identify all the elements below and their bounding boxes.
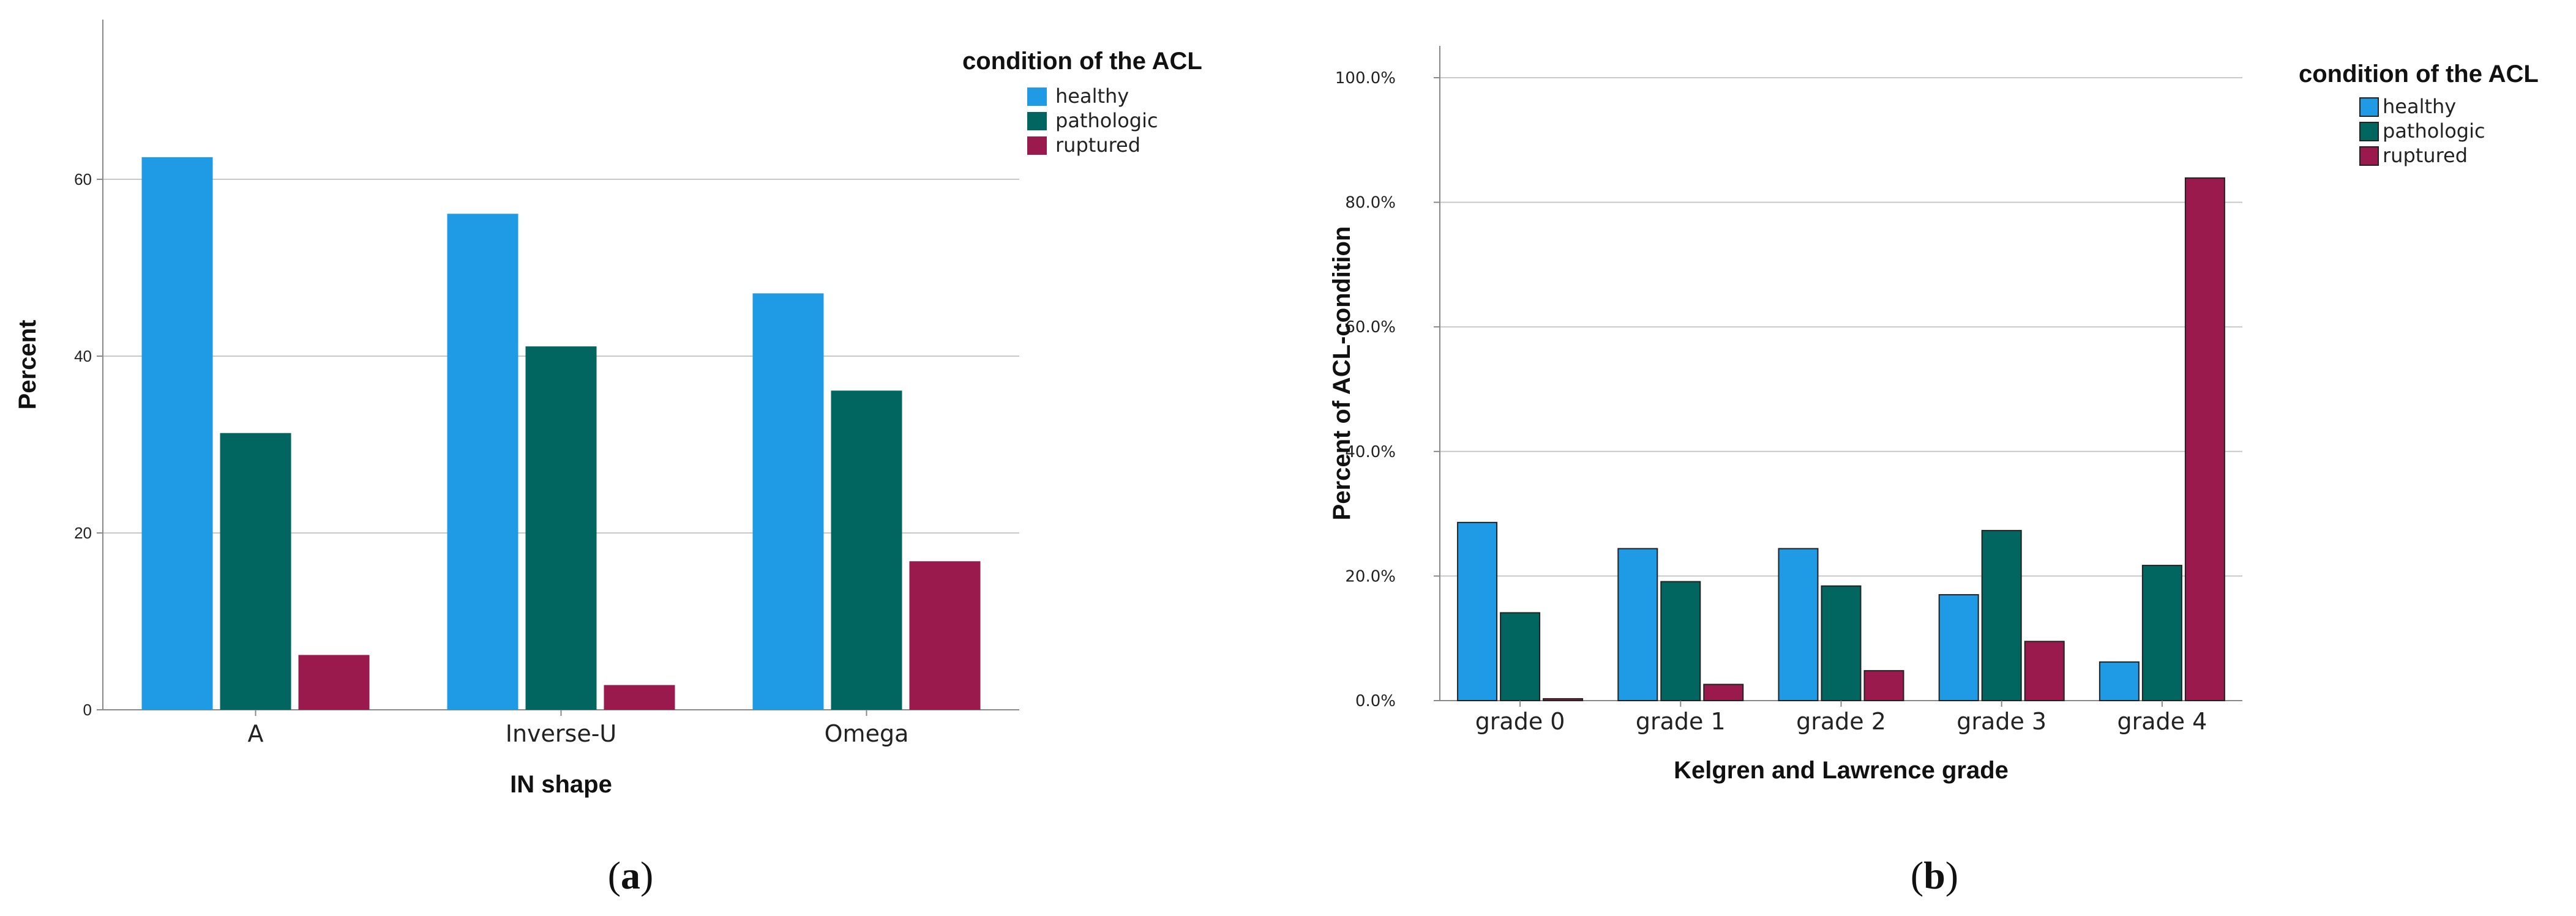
caption-open: (: [608, 854, 621, 897]
caption-letter: b: [1923, 854, 1945, 897]
panel-caption: (b): [1911, 854, 1958, 897]
bar-healthy-3: [1938, 594, 1979, 701]
y-tick-label: 40: [74, 347, 92, 365]
bar-healthy-1: [1617, 548, 1658, 701]
legend-swatch-healthy: [2359, 97, 2379, 117]
bar-pathologic-1: [525, 346, 597, 710]
x-tick-label: grade 3: [1956, 708, 2046, 735]
legend-label-healthy: healthy: [2383, 95, 2456, 118]
chart-a: 0 20 40 60 A Inverse-U Omega IN shape Percent con…: [14, 20, 1202, 897]
x-tick-label: A: [248, 720, 264, 747]
x-tick-label: grade 1: [1636, 708, 1726, 735]
bar-pathologic-0: [220, 433, 291, 710]
y-tick-label: 60: [74, 170, 92, 188]
bar-healthy-2: [1778, 548, 1819, 701]
caption-close: ): [640, 854, 653, 897]
y-tick-label: 0: [83, 701, 92, 719]
x-tick-label: Omega: [825, 720, 909, 747]
bar-pathologic-0: [1500, 612, 1541, 701]
bar-ruptured-2: [1863, 670, 1904, 701]
legend: condition of the ACL healthypathologicrup…: [2299, 61, 2539, 167]
legend-swatch-healthy: [1027, 88, 1047, 106]
y-axis-title: Percent of ACL-condition: [1328, 226, 1355, 521]
legend-title: condition of the ACL: [2299, 61, 2539, 88]
y-tick-label: 20: [74, 524, 92, 542]
legend-label-ruptured: ruptured: [2383, 144, 2468, 167]
bar-healthy-1: [447, 214, 519, 710]
y-tick-label: 60.0%: [1345, 318, 1396, 337]
legend-title: condition of the ACL: [962, 48, 1202, 75]
bar-ruptured-0: [298, 655, 370, 710]
y-tick-label: 0.0%: [1355, 692, 1396, 710]
legend-swatch-ruptured: [1027, 136, 1047, 155]
bar-ruptured-3: [2024, 641, 2065, 702]
bar-healthy-0: [141, 157, 213, 710]
x-tick-label: grade 2: [1796, 708, 1886, 735]
legend-swatch-pathologic: [1027, 112, 1047, 130]
caption-letter: a: [621, 854, 640, 897]
bar-ruptured-1: [1703, 683, 1744, 701]
x-axis-title: IN shape: [510, 771, 612, 798]
caption-open: (: [1911, 854, 1923, 897]
chart-b: 0.0% 20.0% 40.0% 60.0% 80.0% 100.0% grade 0 gra…: [1328, 46, 2539, 897]
y-tick-label: 100.0%: [1335, 69, 1396, 88]
bar-healthy-4: [2099, 661, 2140, 702]
legend-label-pathologic: pathologic: [1055, 109, 1158, 132]
y-axis-title: Percent: [14, 320, 41, 410]
legend-label-healthy: healthy: [1055, 84, 1129, 108]
panel-caption: (a): [608, 854, 654, 897]
y-tick-label: 80.0%: [1345, 194, 1396, 212]
bar-pathologic-1: [1660, 581, 1701, 702]
bar-ruptured-2: [909, 561, 981, 710]
bar-pathologic-2: [831, 390, 902, 710]
legend: condition of the ACL healthypathologicrup…: [962, 48, 1202, 157]
bar-ruptured-0: [1543, 698, 1584, 702]
bar-healthy-2: [752, 293, 824, 710]
x-tick-label: grade 0: [1475, 708, 1565, 735]
bar-ruptured-4: [2184, 177, 2225, 701]
legend-swatch-ruptured: [2359, 146, 2379, 166]
bar-pathologic-2: [1821, 585, 1862, 701]
bar-pathologic-4: [2141, 565, 2182, 701]
bar-ruptured-1: [604, 685, 675, 710]
y-tick-label: 20.0%: [1345, 567, 1396, 586]
legend-swatch-pathologic: [2359, 122, 2379, 141]
x-tick-label: grade 4: [2117, 708, 2207, 735]
legend-label-ruptured: ruptured: [1055, 133, 1140, 157]
bar-pathologic-3: [1981, 530, 2022, 701]
legend-label-pathologic: pathologic: [2383, 119, 2485, 143]
y-tick-label: 40.0%: [1345, 443, 1396, 461]
x-axis-title: Kelgren and Lawrence grade: [1674, 757, 2009, 784]
bar-healthy-0: [1457, 521, 1498, 701]
x-tick-label: Inverse-U: [506, 720, 616, 747]
caption-close: ): [1945, 854, 1958, 897]
